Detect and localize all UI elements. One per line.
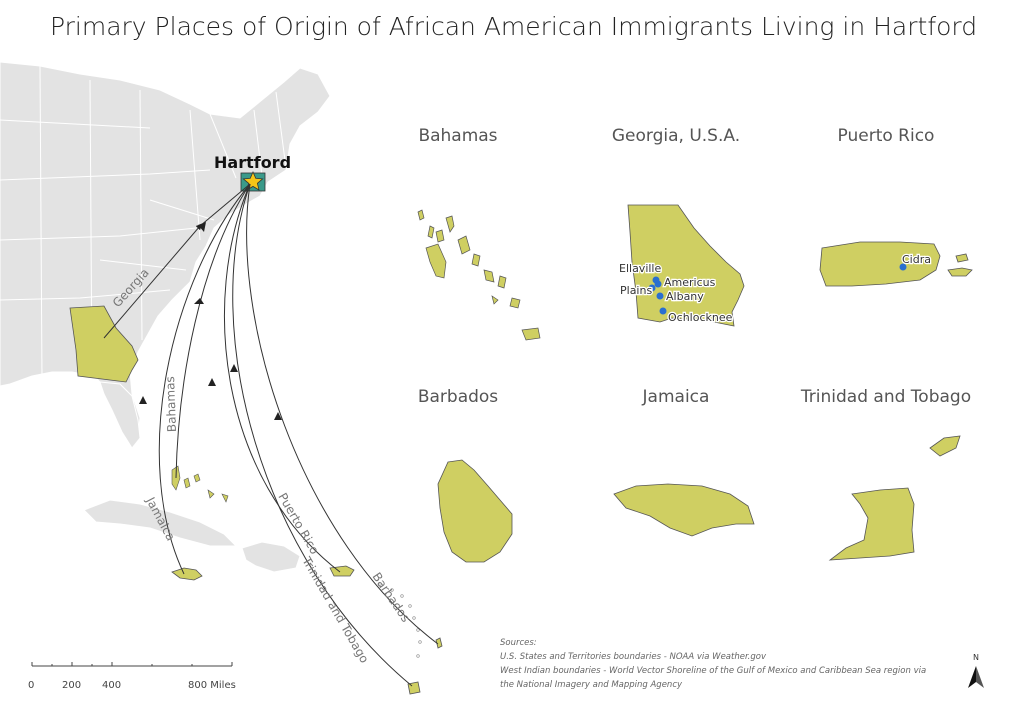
inset-trinidad-map <box>828 435 961 561</box>
panel-title-trinidad: Trinidad and Tobago <box>800 387 971 407</box>
route-arrowheads <box>139 222 282 420</box>
map-title: Primary Places of Origin of African Amer… <box>50 12 978 41</box>
inset-jamaica-map <box>613 483 755 537</box>
city-dot-cidra <box>899 263 907 271</box>
panel-title-puerto-rico: Puerto Rico <box>838 126 935 146</box>
route-label-barbados: Barbados <box>370 570 413 625</box>
panel-title-bahamas: Bahamas <box>418 126 497 146</box>
bahamas-origin-shape <box>171 465 229 503</box>
panel-title-georgia: Georgia, U.S.A. <box>612 126 740 146</box>
scale-bar <box>31 662 233 667</box>
city-label-ochlocknee: Ochlocknee <box>668 311 733 324</box>
scale-label-800: 800 Miles <box>188 680 236 691</box>
route-line-barbados <box>246 183 439 645</box>
source-line-1: U.S. States and Territories boundaries -… <box>500 652 766 662</box>
city-label-ellaville: Ellaville <box>619 262 661 275</box>
route-line-trinidad <box>232 183 413 687</box>
route-label-bahamas: Bahamas <box>163 376 179 432</box>
sources-heading: Sources: <box>500 638 537 648</box>
sources-block: Sources: U.S. States and Territories bou… <box>500 636 1000 692</box>
city-label-plains: Plains <box>620 284 652 297</box>
city-label-albany: Albany <box>666 290 704 303</box>
scale-label-400: 400 <box>102 680 121 691</box>
svg-text:N: N <box>973 653 979 662</box>
route-line-bahamas <box>175 183 251 479</box>
inset-barbados-map <box>437 459 513 563</box>
panel-title-barbados: Barbados <box>418 387 498 407</box>
inset-puerto-rico-map <box>819 241 973 287</box>
georgia-origin-shape <box>69 305 139 383</box>
city-label-americus: Americus <box>664 276 716 289</box>
hispaniola-landmass <box>241 541 301 573</box>
georgia-city-dots <box>648 276 667 315</box>
source-line-3: the National Imagery and Mapping Agency <box>500 680 683 690</box>
north-arrow-icon: N <box>968 653 984 688</box>
hartford-label: Hartford <box>214 153 291 172</box>
lesser-antilles-islands <box>378 582 422 658</box>
jamaica-origin-shape <box>171 567 203 581</box>
florida-landmass <box>99 381 141 449</box>
route-line-jamaica <box>158 183 251 575</box>
scale-label-200: 200 <box>62 680 81 691</box>
inset-bahamas-map <box>417 209 541 341</box>
cuba-landmass <box>83 499 238 547</box>
overview-map: Hartford Georgia Bahamas Jamaica Puerto … <box>0 61 443 695</box>
scale-label-0: 0 <box>28 680 34 691</box>
route-line-puerto-rico <box>223 183 341 573</box>
city-label-cidra: Cidra <box>902 253 931 266</box>
source-line-2: West Indian boundaries - World Vector Sh… <box>500 666 927 676</box>
barbados-origin-shape <box>435 637 443 649</box>
panel-title-jamaica: Jamaica <box>642 387 710 407</box>
